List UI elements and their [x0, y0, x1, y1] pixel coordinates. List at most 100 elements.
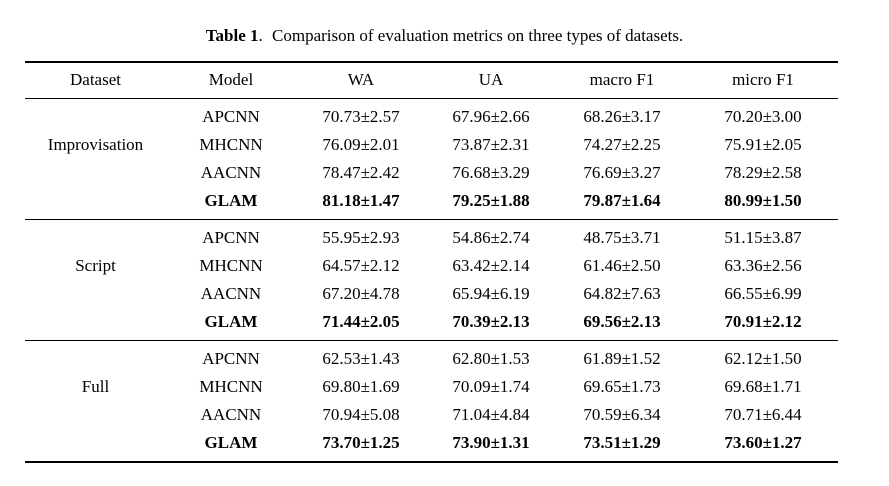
table-row: APCNN 62.53±1.43 62.80±1.53 61.89±1.52 6… — [25, 341, 838, 374]
header-row: Dataset Model WA UA macro F1 micro F1 — [25, 62, 838, 99]
dataset-label: Improvisation — [47, 135, 144, 154]
table-row-best: GLAM 71.44±2.05 70.39±2.13 69.56±2.13 70… — [25, 308, 838, 341]
wa-cell: 69.80±1.69 — [322, 377, 400, 396]
model-cell: AACNN — [200, 163, 262, 182]
wa-cell: 70.73±2.57 — [322, 107, 400, 126]
model-cell: MHCNN — [199, 377, 263, 396]
column-header-micro-f1: micro F1 — [732, 70, 794, 89]
micro-f1-cell: 66.55±6.99 — [724, 284, 802, 303]
model-cell: GLAM — [204, 191, 258, 210]
micro-f1-cell: 69.68±1.71 — [724, 377, 802, 396]
macro-f1-cell: 64.82±7.63 — [583, 284, 661, 303]
model-cell: APCNN — [202, 107, 260, 126]
ua-cell: 67.96±2.66 — [452, 107, 530, 126]
wa-cell: 64.57±2.12 — [322, 256, 400, 275]
macro-f1-cell: 76.69±3.27 — [583, 163, 661, 182]
group-script: APCNN 55.95±2.93 54.86±2.74 48.75±3.71 5… — [25, 219, 838, 341]
macro-f1-cell: 69.65±1.73 — [583, 377, 661, 396]
ua-cell: 54.86±2.74 — [452, 228, 530, 247]
model-cell: AACNN — [200, 284, 262, 303]
micro-f1-cell: 73.60±1.27 — [724, 433, 802, 452]
dataset-spacer — [25, 159, 166, 187]
group-full: APCNN 62.53±1.43 62.80±1.53 61.89±1.52 6… — [25, 340, 838, 463]
dataset-spacer — [25, 401, 166, 429]
macro-f1-cell: 70.59±6.34 — [583, 405, 661, 424]
column-header-wa: WA — [347, 70, 375, 89]
table-row-best: GLAM 81.18±1.47 79.25±1.88 79.87±1.64 80… — [25, 187, 838, 220]
table-row: Full MHCNN 69.80±1.69 70.09±1.74 69.65±1… — [25, 373, 838, 401]
dataset-spacer — [25, 308, 166, 341]
model-cell: MHCNN — [199, 256, 263, 275]
dataset-spacer — [25, 187, 166, 220]
micro-f1-cell: 70.71±6.44 — [724, 405, 802, 424]
ua-cell: 63.42±2.14 — [452, 256, 530, 275]
micro-f1-cell: 70.20±3.00 — [724, 107, 802, 126]
micro-f1-cell: 63.36±2.56 — [724, 256, 802, 275]
dataset-spacer — [25, 220, 166, 253]
model-cell: AACNN — [200, 405, 262, 424]
table-caption-separator: . — [258, 26, 268, 45]
table-caption: Table 1. Comparison of evaluation metric… — [0, 0, 889, 46]
macro-f1-cell: 48.75±3.71 — [583, 228, 661, 247]
ua-cell: 70.09±1.74 — [452, 377, 530, 396]
macro-f1-cell: 61.89±1.52 — [583, 349, 661, 368]
macro-f1-cell: 79.87±1.64 — [583, 191, 661, 210]
table-row: APCNN 70.73±2.57 67.96±2.66 68.26±3.17 7… — [25, 99, 838, 132]
model-cell: GLAM — [204, 312, 258, 331]
metrics-table: Dataset Model WA UA macro F1 micro F1 AP… — [25, 61, 838, 463]
wa-cell: 73.70±1.25 — [322, 433, 400, 452]
table-row: APCNN 55.95±2.93 54.86±2.74 48.75±3.71 5… — [25, 220, 838, 253]
table-row-best: GLAM 73.70±1.25 73.90±1.31 73.51±1.29 73… — [25, 429, 838, 462]
wa-cell: 81.18±1.47 — [322, 191, 400, 210]
dataset-spacer — [25, 99, 166, 132]
micro-f1-cell: 70.91±2.12 — [724, 312, 802, 331]
wa-cell: 78.47±2.42 — [322, 163, 400, 182]
ua-cell: 79.25±1.88 — [452, 191, 530, 210]
model-cell: GLAM — [204, 433, 258, 452]
dataset-label: Script — [75, 256, 116, 275]
dataset-spacer — [25, 429, 166, 462]
macro-f1-cell: 68.26±3.17 — [583, 107, 661, 126]
ua-cell: 76.68±3.29 — [452, 163, 530, 182]
ua-cell: 70.39±2.13 — [452, 312, 530, 331]
ua-cell: 73.87±2.31 — [452, 135, 530, 154]
macro-f1-cell: 73.51±1.29 — [583, 433, 661, 452]
model-cell: APCNN — [202, 228, 260, 247]
ua-cell: 62.80±1.53 — [452, 349, 530, 368]
wa-cell: 62.53±1.43 — [322, 349, 400, 368]
micro-f1-cell: 62.12±1.50 — [724, 349, 802, 368]
wa-cell: 67.20±4.78 — [322, 284, 400, 303]
group-improvisation: APCNN 70.73±2.57 67.96±2.66 68.26±3.17 7… — [25, 98, 838, 220]
micro-f1-cell: 80.99±1.50 — [724, 191, 802, 210]
column-header-model: Model — [208, 70, 254, 89]
table-header: Dataset Model WA UA macro F1 micro F1 — [25, 62, 838, 99]
model-cell: MHCNN — [199, 135, 263, 154]
wa-cell: 70.94±5.08 — [322, 405, 400, 424]
wa-cell: 55.95±2.93 — [322, 228, 400, 247]
table-caption-text: Comparison of evaluation metrics on thre… — [272, 26, 684, 45]
ua-cell: 73.90±1.31 — [452, 433, 530, 452]
wa-cell: 71.44±2.05 — [322, 312, 400, 331]
column-header-macro-f1: macro F1 — [589, 70, 655, 89]
macro-f1-cell: 74.27±2.25 — [583, 135, 661, 154]
micro-f1-cell: 75.91±2.05 — [724, 135, 802, 154]
column-header-ua: UA — [478, 70, 504, 89]
ua-cell: 71.04±4.84 — [452, 405, 530, 424]
dataset-spacer — [25, 280, 166, 308]
micro-f1-cell: 51.15±3.87 — [724, 228, 802, 247]
table-row: AACNN 70.94±5.08 71.04±4.84 70.59±6.34 7… — [25, 401, 838, 429]
macro-f1-cell: 69.56±2.13 — [583, 312, 661, 331]
dataset-label: Full — [81, 377, 110, 396]
wa-cell: 76.09±2.01 — [322, 135, 400, 154]
ua-cell: 65.94±6.19 — [452, 284, 530, 303]
micro-f1-cell: 78.29±2.58 — [724, 163, 802, 182]
model-cell: APCNN — [202, 349, 260, 368]
column-header-dataset: Dataset — [70, 70, 121, 89]
table-row: Improvisation MHCNN 76.09±2.01 73.87±2.3… — [25, 131, 838, 159]
table-row: Script MHCNN 64.57±2.12 63.42±2.14 61.46… — [25, 252, 838, 280]
dataset-spacer — [25, 341, 166, 374]
macro-f1-cell: 61.46±2.50 — [583, 256, 661, 275]
table-caption-label: Table 1 — [205, 26, 259, 45]
table-row: AACNN 78.47±2.42 76.68±3.29 76.69±3.27 7… — [25, 159, 838, 187]
